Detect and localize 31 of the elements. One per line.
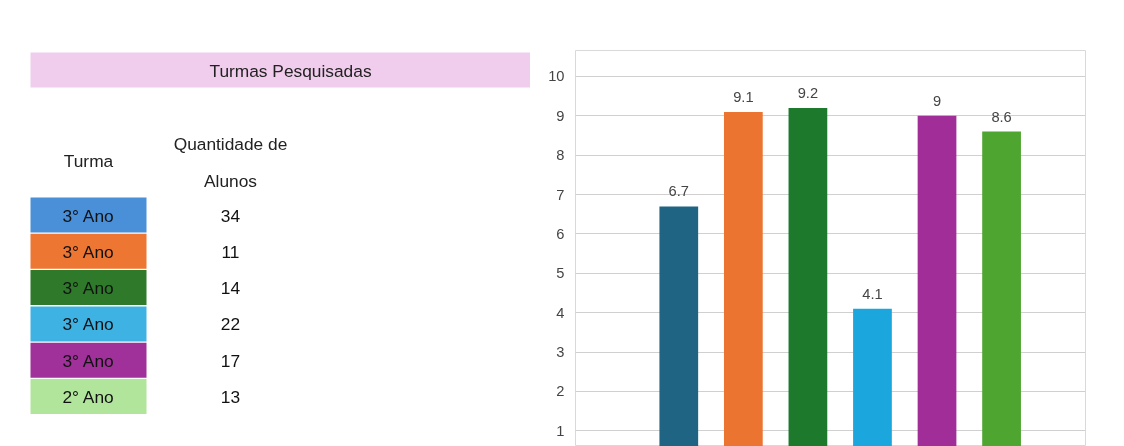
data-label: 6.7 — [668, 183, 689, 200]
y-tick-label: 4 — [556, 304, 565, 321]
data-label: 9.2 — [797, 84, 819, 101]
category-label: 3° Ano — [62, 314, 114, 335]
data-label: 8.6 — [991, 108, 1012, 125]
category-label: 3° Ano — [62, 205, 114, 226]
category-label: 2° Ano — [62, 387, 114, 407]
category-label: 3° Ano — [62, 241, 114, 262]
data-label: 22 — [220, 314, 241, 335]
data-label: 4.1 — [862, 285, 883, 302]
y-tick-label: 7 — [556, 186, 565, 203]
text: Turma — [63, 150, 114, 171]
data-label: 14 — [220, 278, 241, 299]
category-label: 3° Ano — [62, 350, 114, 371]
y-tick-label: 8 — [556, 147, 565, 164]
text: Turmas Pesquisadas — [209, 60, 372, 81]
text: Quantidade de Alunos — [173, 133, 288, 191]
y-tick-label: 10 — [548, 68, 565, 85]
data-label: 9.1 — [733, 88, 754, 105]
y-tick-label: 9 — [556, 107, 565, 124]
data-label: 11 — [221, 241, 240, 262]
data-label: 17 — [220, 350, 241, 371]
y-tick-label: 5 — [556, 265, 565, 282]
data-label: 13 — [220, 387, 241, 407]
data-label: 34 — [220, 205, 241, 226]
category-label: 3° Ano — [62, 278, 114, 299]
data-label: 9 — [932, 92, 942, 109]
y-tick-label: 1 — [556, 422, 565, 439]
y-tick-label: 6 — [556, 225, 565, 242]
y-tick-label: 2 — [556, 383, 565, 400]
y-tick-label: 3 — [556, 344, 565, 361]
